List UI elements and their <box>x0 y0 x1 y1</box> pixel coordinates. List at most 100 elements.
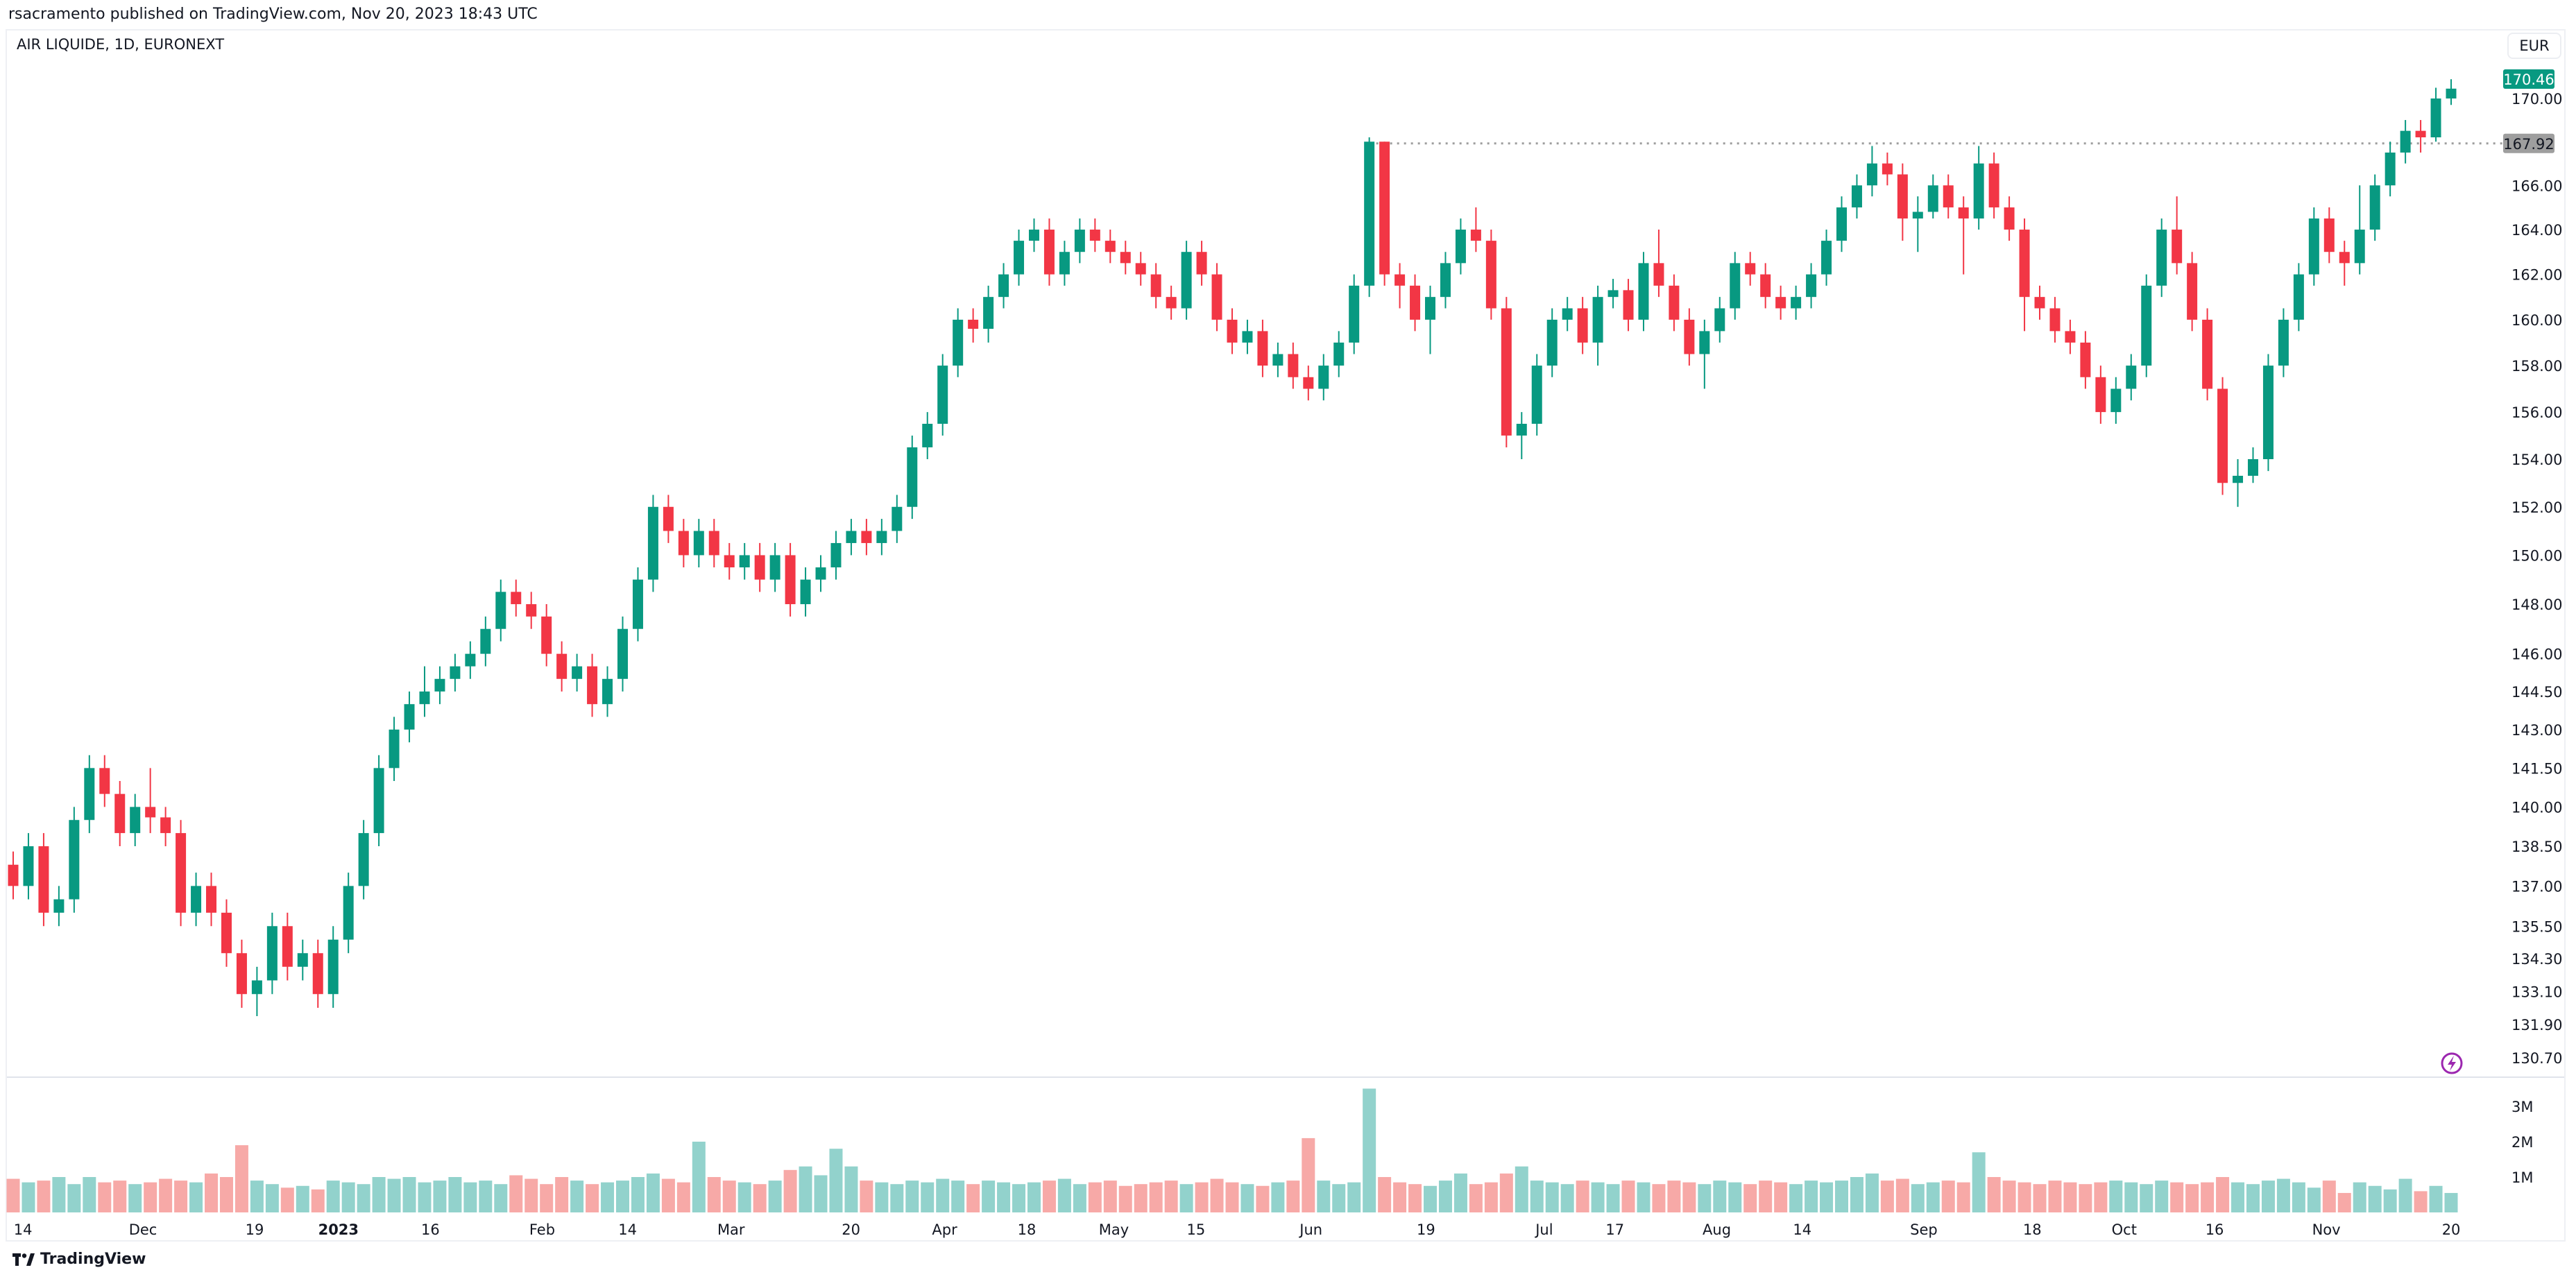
volume-bar <box>799 1166 812 1212</box>
price-tick-label: 164.00 <box>2511 222 2562 239</box>
volume-bar <box>189 1182 203 1212</box>
volume-bar <box>1164 1181 1178 1212</box>
volume-bar <box>280 1187 294 1212</box>
volume-bar <box>159 1178 173 1212</box>
volume-bar <box>1728 1182 1742 1212</box>
volume-bar <box>2307 1187 2321 1212</box>
candle-body <box>587 666 598 705</box>
volume-bar <box>1134 1184 1148 1212</box>
time-tick-label: Oct <box>2112 1221 2137 1238</box>
candle-body <box>312 953 323 995</box>
volume-bar <box>98 1182 112 1212</box>
candle-body <box>1531 366 1542 424</box>
candle-body <box>1943 185 1954 208</box>
price-tick-label: 146.00 <box>2511 646 2562 663</box>
volume-bar <box>1865 1173 1879 1212</box>
volume-bar <box>326 1181 340 1212</box>
candle-body <box>1669 285 1680 320</box>
volume-bar <box>921 1182 935 1212</box>
volume-bar <box>661 1178 675 1212</box>
volume-bar <box>1210 1178 1224 1212</box>
candle-body <box>2308 218 2319 275</box>
volume-bar <box>2155 1181 2169 1212</box>
candle-body <box>434 678 445 692</box>
volume-bar <box>753 1184 767 1212</box>
volume-bar <box>951 1181 965 1212</box>
time-tick-label: May <box>1099 1221 1129 1238</box>
volume-bar <box>311 1189 325 1212</box>
volume-bar <box>433 1181 447 1212</box>
volume-bar <box>1225 1182 1239 1212</box>
volume-bar <box>1713 1181 1727 1212</box>
currency-button[interactable]: EUR <box>2507 33 2561 59</box>
candle-body <box>1120 252 1131 264</box>
candle-body <box>2126 366 2137 389</box>
volume-bar <box>2140 1184 2153 1212</box>
candle-body <box>221 912 232 954</box>
candle-body <box>541 616 552 654</box>
volume-bar <box>2337 1192 2351 1212</box>
tradingview-logo[interactable]: TradingView <box>12 1251 146 1268</box>
volume-bar <box>1637 1182 1650 1212</box>
candle-body <box>1425 297 1436 320</box>
volume-bar <box>2353 1182 2366 1212</box>
candle-body <box>708 531 719 556</box>
candle-body <box>8 864 19 886</box>
lightning-icon[interactable] <box>2441 1052 2463 1074</box>
volume-bar <box>1576 1181 1589 1212</box>
volume-bar <box>2063 1182 2077 1212</box>
candle-body <box>389 729 400 769</box>
volume-bar <box>1591 1182 1605 1212</box>
candle-body <box>785 555 796 605</box>
time-tick-label: 16 <box>421 1221 440 1238</box>
volume-bar <box>174 1181 188 1212</box>
volume-bar <box>2231 1182 2245 1212</box>
candle-body <box>1150 274 1161 298</box>
volume-bar <box>296 1185 309 1212</box>
price-tick-label: 162.00 <box>2511 267 2562 284</box>
candle-body <box>480 628 491 654</box>
candle-body <box>2247 458 2258 476</box>
price-tick-label: 156.00 <box>2511 404 2562 421</box>
candle-body <box>830 542 842 568</box>
volume-bar <box>2079 1184 2092 1212</box>
candle-body <box>2354 230 2365 264</box>
candle-body <box>1958 207 1969 219</box>
volume-bar <box>1438 1181 1452 1212</box>
price-tick-label: 141.50 <box>2511 760 2562 777</box>
volume-bar <box>1363 1088 1376 1212</box>
candle-body <box>1821 241 1832 275</box>
volume-bar <box>265 1184 279 1212</box>
time-tick-label: Feb <box>529 1221 555 1238</box>
candle-body <box>1775 297 1786 309</box>
candle-body <box>632 579 643 629</box>
candle-body <box>1379 141 1390 275</box>
candle-body <box>1760 274 1771 298</box>
time-tick-label: 19 <box>1417 1221 1435 1238</box>
volume-bar <box>1911 1184 1925 1212</box>
candle-body <box>1806 274 1817 298</box>
candle-body <box>1592 297 1603 343</box>
candle-body <box>1014 241 1025 275</box>
volume-bar <box>586 1184 599 1212</box>
candle-body <box>2430 98 2441 137</box>
candle-body <box>1349 285 1360 343</box>
candle-body <box>465 653 476 667</box>
candle-body <box>647 506 658 580</box>
candle-body <box>1638 263 1649 320</box>
time-tick-label: 14 <box>618 1221 637 1238</box>
volume-bar <box>570 1181 584 1212</box>
candle-body <box>1059 252 1070 275</box>
volume-bar <box>234 1145 248 1212</box>
volume-bar <box>814 1175 828 1212</box>
candle-body <box>53 899 65 913</box>
volume-bar <box>1835 1181 1848 1212</box>
candle-body <box>2034 297 2045 309</box>
candle-body <box>572 666 583 679</box>
candle-body <box>556 653 568 679</box>
candle-body <box>663 506 674 531</box>
volume-bar <box>357 1184 370 1212</box>
candle-body <box>2049 308 2061 332</box>
candle-body <box>617 628 628 679</box>
